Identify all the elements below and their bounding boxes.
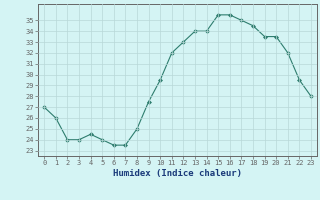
X-axis label: Humidex (Indice chaleur): Humidex (Indice chaleur)	[113, 169, 242, 178]
